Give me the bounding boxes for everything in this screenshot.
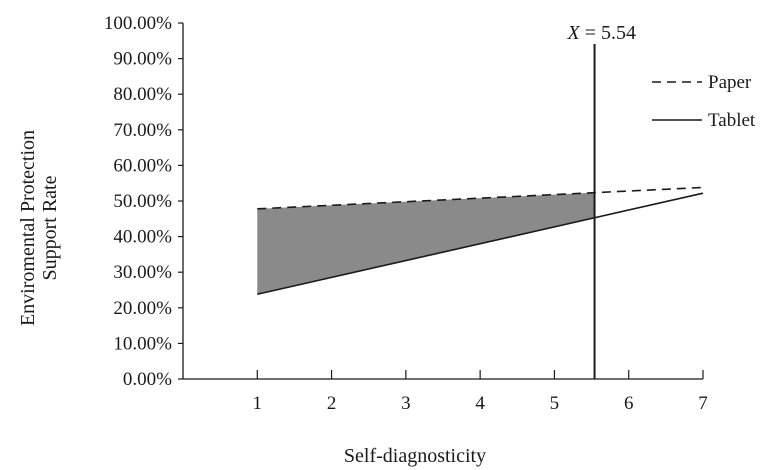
y-tick-label: 100.00% <box>104 13 172 34</box>
legend-label-paper: Paper <box>708 72 752 93</box>
series-line-tablet <box>257 192 704 296</box>
y-tick-label: 20.00% <box>113 298 172 319</box>
x-tick-label: 2 <box>327 393 337 414</box>
marker-label: X = 5.54 <box>567 22 637 44</box>
x-tick-label: 4 <box>475 393 485 414</box>
x-tick-label: 3 <box>401 393 411 414</box>
y-axis: 0.00% 10.00% 20.00% 30.00% 40.00% 50.00% 60.00… <box>104 13 184 390</box>
legend-label-tablet: Tablet <box>708 110 756 131</box>
marker-variable: X <box>567 22 581 44</box>
marker-value: = 5.54 <box>580 22 636 44</box>
x-tick-label: 6 <box>624 393 634 414</box>
vertical-marker: X = 5.54 <box>567 22 637 379</box>
y-axis-title-line-1: Enviromental Protection <box>17 130 39 326</box>
y-axis-title-line-2: Support Rate <box>39 175 61 280</box>
legend: Paper Tablet <box>652 72 756 131</box>
x-tick-label: 5 <box>550 393 560 414</box>
y-tick-label: 30.00% <box>113 262 172 283</box>
y-tick-label: 10.00% <box>113 333 172 354</box>
series-lines <box>257 186 704 296</box>
x-axis: 1 2 3 4 5 6 7 <box>183 370 708 414</box>
shaded-region <box>257 192 595 295</box>
x-tick-label: 1 <box>253 393 263 414</box>
x-axis-title: Self-diagnosticity <box>344 445 486 467</box>
y-tick-label: 90.00% <box>113 49 172 70</box>
y-tick-label: 60.00% <box>113 155 172 176</box>
x-tick-label: 7 <box>698 393 708 414</box>
y-tick-label: 50.00% <box>113 191 172 212</box>
shaded-area <box>257 192 595 295</box>
y-tick-label: 40.00% <box>113 227 172 248</box>
y-tick-label: 80.00% <box>113 84 172 105</box>
y-tick-label: 70.00% <box>113 120 172 141</box>
y-tick-label: 0.00% <box>123 369 172 390</box>
